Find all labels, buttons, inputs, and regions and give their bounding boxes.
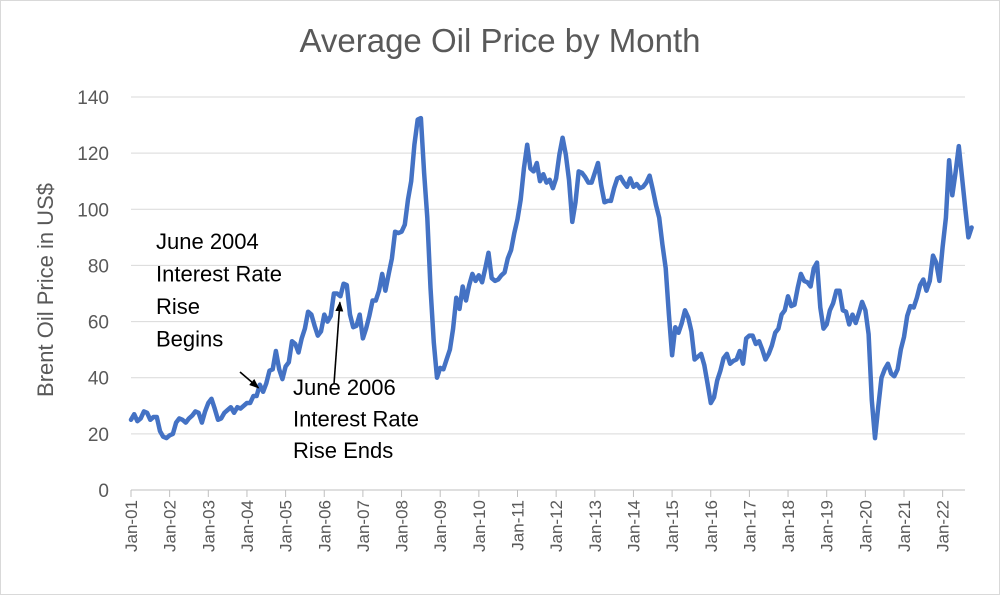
- x-tick-label: Jan-08: [393, 500, 412, 552]
- y-tick-label: 20: [88, 425, 109, 446]
- y-tick-label: 40: [88, 369, 109, 390]
- x-tick-label: Jan-03: [199, 500, 218, 552]
- x-tick-label: Jan-04: [238, 500, 257, 552]
- x-tick-label: Jan-19: [818, 500, 837, 552]
- annotation-arrow: [239, 371, 260, 389]
- x-tick-label: Jan-02: [161, 500, 180, 552]
- x-tick-labels: Jan-01 Jan-02 Jan-03 Jan-04 Jan-05 Jan-06 Jan-…: [122, 500, 953, 552]
- x-tick-label: Jan-15: [663, 500, 682, 552]
- annotation-arrow: [333, 301, 344, 385]
- x-tick-label: Jan-14: [624, 500, 643, 552]
- annotation-text: June 2006: [293, 375, 396, 400]
- annotation-text: June 2004: [156, 229, 259, 254]
- annotation-text: Interest Rate: [293, 407, 419, 432]
- series-line-brent: [128, 115, 974, 441]
- x-tick-label: Jan-10: [470, 500, 489, 552]
- y-tick-labels: 0 20 40 60 80 100 120 140: [77, 88, 109, 502]
- y-tick-label: 80: [88, 256, 109, 277]
- y-tick-label: 120: [77, 144, 109, 165]
- series-layer: [128, 115, 974, 441]
- x-tick-label: Jan-13: [586, 500, 605, 552]
- x-tick-label: Jan-12: [547, 500, 566, 552]
- x-tick-label: Jan-21: [895, 500, 914, 552]
- x-tick-label: Jan-16: [702, 500, 721, 552]
- y-tick-label: 60: [88, 313, 109, 334]
- annotation-text: Rise: [156, 294, 200, 319]
- y-tick-label: 140: [77, 88, 109, 109]
- x-tick-label: Jan-20: [856, 500, 875, 552]
- x-tick-label: Jan-07: [354, 500, 373, 552]
- x-tick-label: Jan-18: [779, 500, 798, 552]
- annotations-layer: June 2004 Interest Rate Rise Begins June 200…: [156, 229, 419, 463]
- y-tick-label: 0: [98, 481, 109, 502]
- annotation-text: Rise Ends: [293, 438, 393, 463]
- y-tick-label: 100: [77, 200, 109, 221]
- x-tick-label: Jan-06: [315, 500, 334, 552]
- annotation-text: Begins: [156, 327, 223, 352]
- annotation-text: Interest Rate: [156, 262, 282, 287]
- x-tick-label: Jan-01: [122, 500, 141, 552]
- x-tick-label: Jan-22: [934, 500, 953, 552]
- x-tick-label: Jan-05: [277, 500, 296, 552]
- chart-title: Average Oil Price by Month: [299, 22, 701, 59]
- x-tick-label: Jan-11: [509, 500, 528, 551]
- x-tick-label: Jan-17: [740, 500, 759, 552]
- x-tick-label: Jan-09: [431, 500, 450, 552]
